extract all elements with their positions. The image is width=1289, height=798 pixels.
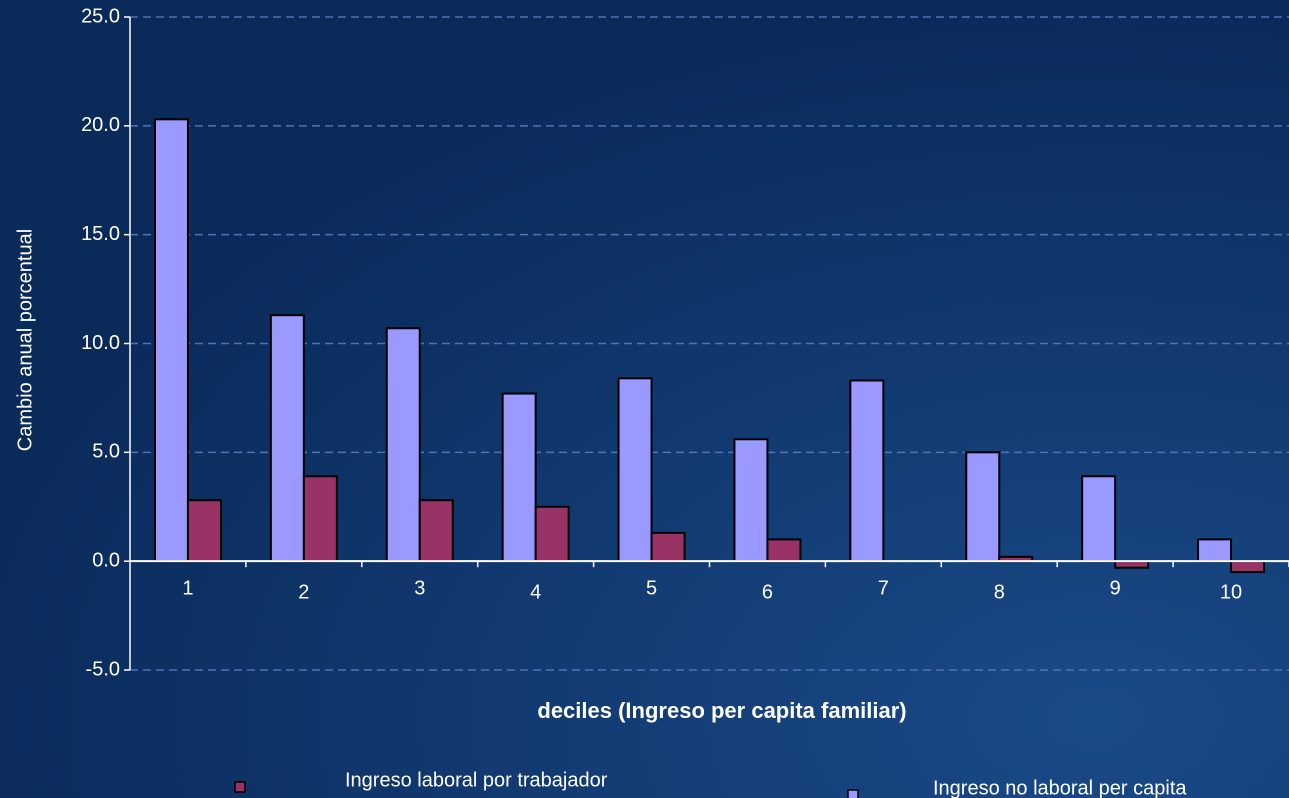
bar [849, 379, 885, 563]
y-tick-label: -5.0 [86, 658, 120, 680]
bar [534, 505, 570, 563]
x-tick-label: 9 [1110, 577, 1121, 599]
x-tick-label: 4 [530, 581, 541, 603]
x-tick-label: 8 [994, 581, 1005, 603]
bar [418, 499, 454, 563]
bar [302, 475, 338, 563]
bar [1197, 538, 1233, 563]
y-axis-title: Cambio anual porcentual [14, 229, 36, 451]
bar [617, 377, 653, 563]
y-tick-label: 20.0 [81, 114, 120, 136]
bar [186, 499, 222, 563]
x-tick-label: 1 [182, 577, 193, 599]
bar [650, 531, 686, 563]
y-tick-label: 25.0 [81, 5, 120, 27]
legend-label: Ingreso laboral por trabajador [345, 769, 608, 791]
bar [733, 438, 769, 563]
x-tick-label: 3 [414, 577, 425, 599]
legend-label: Ingreso no laboral per capita [933, 777, 1187, 798]
x-tick-label: 10 [1220, 581, 1242, 603]
bar [153, 118, 189, 563]
legend-swatch [234, 781, 246, 793]
x-tick-label: 6 [762, 581, 773, 603]
bar [269, 314, 305, 563]
y-tick-label: 15.0 [81, 223, 120, 245]
y-tick-label: 10.0 [81, 332, 120, 354]
x-tick-label: 2 [298, 581, 309, 603]
x-tick-label: 7 [878, 577, 889, 599]
y-tick-label: 5.0 [92, 441, 120, 463]
bar [1230, 560, 1266, 574]
legend-swatch [847, 789, 859, 798]
y-tick-label: 0.0 [92, 549, 120, 571]
bar [1081, 475, 1117, 563]
bar [766, 538, 802, 563]
x-tick-label: 5 [646, 577, 657, 599]
bar [385, 327, 421, 563]
bar [965, 451, 1001, 563]
bar [501, 392, 537, 563]
x-axis-title: deciles (Ingreso per capita familiar) [537, 698, 906, 723]
